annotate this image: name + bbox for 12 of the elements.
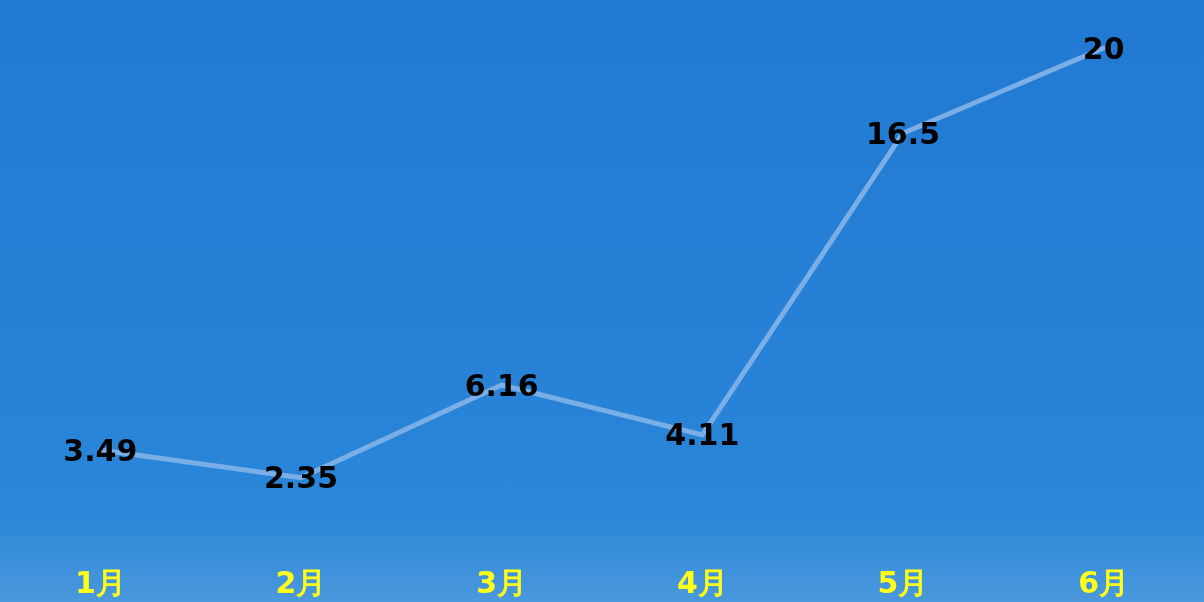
data-label: 2.35 bbox=[263, 460, 339, 496]
data-label: 20 bbox=[1082, 30, 1125, 66]
data-label: 3.49 bbox=[63, 432, 138, 468]
x-tick-label: 5月 bbox=[877, 564, 929, 600]
x-tick-label: 4月 bbox=[676, 564, 728, 600]
x-tick-label: 2月 bbox=[275, 564, 327, 600]
x-tick-label: 3月 bbox=[476, 564, 528, 600]
x-tick-label: 1月 bbox=[74, 564, 126, 600]
x-tick-label: 6月 bbox=[1078, 564, 1130, 600]
data-label: 16.5 bbox=[865, 115, 941, 151]
data-label: 6.16 bbox=[464, 367, 539, 403]
data-label: 4.11 bbox=[665, 417, 740, 453]
